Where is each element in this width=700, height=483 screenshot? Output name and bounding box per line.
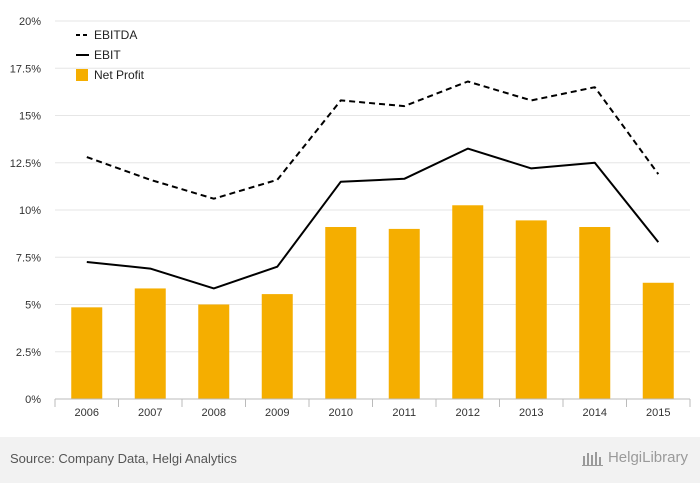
x-tick-label: 2010 — [329, 407, 353, 419]
x-tick-label: 2014 — [583, 407, 607, 419]
legend: EBITDA EBIT Net Profit — [76, 28, 145, 82]
bar — [579, 227, 611, 399]
y-tick-label: 10% — [19, 205, 41, 217]
x-tick-label: 2006 — [75, 407, 99, 419]
footer: Source: Company Data, Helgi Analytics He… — [0, 437, 700, 483]
brand-logo: HelgiLibrary — [581, 449, 688, 466]
series-line-ebit — [86, 147, 660, 290]
y-tick-label: 12.5% — [10, 158, 41, 170]
net-profit-bars — [71, 205, 674, 399]
x-tick-label: 2012 — [456, 407, 480, 419]
bar — [134, 288, 166, 399]
bar — [71, 307, 103, 399]
y-tick-label: 5% — [25, 300, 41, 312]
legend-label: EBITDA — [94, 28, 137, 42]
library-icon — [581, 451, 603, 466]
bar — [261, 294, 293, 399]
chart: 0% 2.5% 5% 7.5% 10% 12.5% 15% 17.5% 20% 2006 2007… — [10, 16, 691, 419]
bar — [198, 304, 230, 399]
x-tick-label: 2007 — [138, 407, 162, 419]
legend-label: Net Profit — [94, 68, 145, 82]
legend-label: EBIT — [94, 48, 121, 62]
y-tick-label: 0% — [25, 394, 41, 406]
y-tick-label: 2.5% — [16, 347, 41, 359]
series-line-ebitda — [86, 80, 660, 200]
y-tick-label: 17.5% — [10, 63, 41, 75]
bar — [642, 282, 674, 399]
line-series — [86, 80, 660, 290]
y-axis: 0% 2.5% 5% 7.5% 10% 12.5% 15% 17.5% 20% — [10, 16, 41, 406]
y-tick-label: 20% — [19, 16, 41, 28]
bar — [452, 205, 484, 399]
y-tick-label: 7.5% — [16, 252, 41, 264]
x-tick-label: 2008 — [202, 407, 226, 419]
y-tick-label: 15% — [19, 111, 41, 123]
bar — [388, 228, 420, 399]
legend-swatch — [76, 69, 88, 81]
x-axis: 2006 2007 2008 2009 2010 2011 2012 2013 2014 2015 — [54, 398, 691, 419]
bar — [515, 220, 547, 399]
brand-name: HelgiLibrary — [607, 449, 688, 466]
source-note: Source: Company Data, Helgi Analytics — [10, 451, 237, 466]
x-tick-label: 2013 — [519, 407, 543, 419]
x-tick-label: 2015 — [646, 407, 670, 419]
x-tick-label: 2009 — [265, 407, 289, 419]
bar — [325, 227, 357, 399]
x-tick-label: 2011 — [392, 407, 416, 419]
